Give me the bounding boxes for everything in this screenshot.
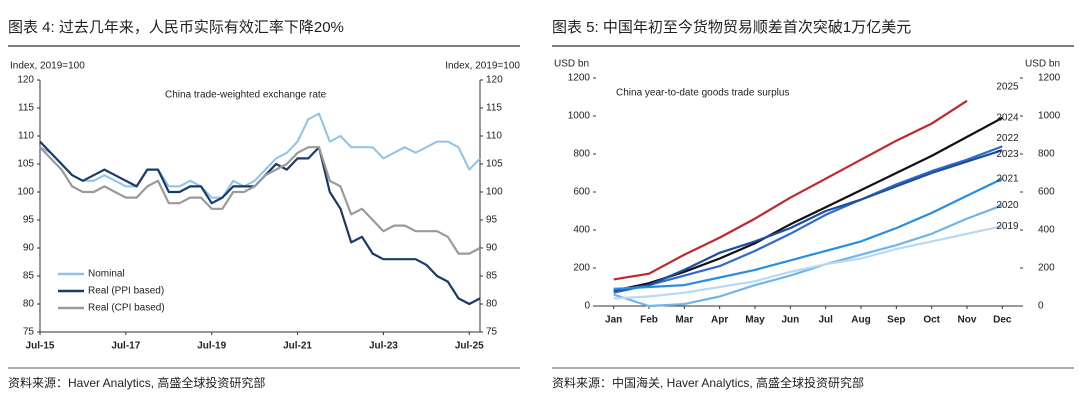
y-axis-label: Index, 2019=100 [10, 61, 85, 72]
y2-tick-label: 95 [486, 215, 498, 226]
series-line [39, 146, 481, 255]
y2-tick-label: 0 [1038, 301, 1044, 312]
series-line [613, 204, 1003, 308]
x-tick-label: Apr [711, 315, 728, 326]
x-tick-label: Aug [851, 315, 870, 326]
y2-axis-label: Index, 2019=100 [445, 61, 520, 72]
y2-tick-label: 200 [1038, 263, 1055, 274]
y2-tick-label: 1200 [1038, 73, 1061, 84]
series-line [613, 149, 1003, 292]
y2-tick-label: 1000 [1038, 111, 1061, 122]
series-label: 2020 [996, 200, 1019, 211]
series-line [613, 145, 1003, 294]
y-tick-label: 200 [573, 263, 590, 274]
series-label: 2019 [996, 221, 1019, 232]
chart-title: 图表 5: 中国年初至今货物贸易顺差首次突破1万亿美元 [552, 19, 911, 36]
y2-tick-label: 80 [486, 299, 498, 310]
series-label: 2022 [996, 133, 1019, 144]
y-tick-label: 120 [17, 75, 34, 86]
series-label: 2023 [996, 149, 1019, 160]
x-tick-label: Feb [640, 315, 658, 326]
y-tick-label: 80 [23, 299, 35, 310]
x-tick-label: Jul [818, 315, 833, 326]
x-tick-label: Jul-15 [26, 341, 55, 352]
legend-label: Real (PPI based) [88, 286, 164, 297]
series-label: 2024 [996, 113, 1019, 124]
y2-tick-label: 100 [486, 187, 503, 198]
x-tick-label: Jul-19 [197, 341, 226, 352]
y-tick-label: 90 [23, 243, 35, 254]
series-line [613, 99, 968, 281]
x-tick-label: Jul-25 [455, 341, 484, 352]
y-tick-label: 0 [584, 301, 590, 312]
y-axis-label: USD bn [554, 59, 589, 70]
y-tick-label: 100 [17, 187, 34, 198]
series-label: 2025 [996, 81, 1019, 92]
chart-title: 图表 4: 过去几年来，人民币实际有效汇率下降20% [8, 19, 344, 36]
y2-tick-label: 75 [486, 327, 498, 338]
x-tick-label: Nov [958, 315, 977, 326]
y-tick-label: 105 [17, 159, 34, 170]
y-tick-label: 85 [23, 271, 35, 282]
y-tick-label: 1000 [568, 111, 591, 122]
y-tick-label: 115 [18, 103, 34, 114]
series-label: 2021 [996, 173, 1019, 184]
y2-tick-label: 800 [1038, 149, 1055, 160]
y2-tick-label: 110 [486, 131, 502, 142]
y-tick-label: 75 [23, 327, 35, 338]
legend-label: Nominal [88, 269, 125, 280]
y2-axis-label: USD bn [1025, 59, 1060, 70]
x-tick-label: Jan [605, 315, 622, 326]
y2-tick-label: 115 [486, 103, 502, 114]
source: 资料来源：Haver Analytics, 高盛全球投资研究部 [8, 375, 265, 390]
y2-tick-label: 400 [1038, 225, 1055, 236]
y-tick-label: 400 [573, 225, 590, 236]
x-tick-label: Oct [923, 315, 940, 326]
y-tick-label: 110 [18, 131, 34, 142]
x-tick-label: Dec [993, 315, 1012, 326]
y2-tick-label: 90 [486, 243, 498, 254]
x-tick-label: Mar [675, 315, 693, 326]
series-line [613, 177, 1003, 290]
series-line [39, 112, 481, 199]
y2-tick-label: 600 [1038, 187, 1055, 198]
x-tick-label: Jul-21 [283, 341, 312, 352]
y-tick-label: 95 [23, 215, 35, 226]
annotation: China trade-weighted exchange rate [165, 90, 327, 101]
series-line [613, 225, 1003, 300]
legend-label: Real (CPI based) [88, 303, 165, 314]
x-tick-label: May [745, 315, 765, 326]
source: 资料来源：中国海关, Haver Analytics, 高盛全球投资研究部 [552, 375, 864, 390]
x-tick-label: Jul-17 [111, 341, 140, 352]
y2-tick-label: 85 [486, 271, 498, 282]
y-tick-label: 1200 [568, 73, 591, 84]
x-tick-label: Jul-23 [369, 341, 398, 352]
y-tick-label: 800 [573, 149, 590, 160]
y2-tick-label: 120 [486, 75, 503, 86]
x-tick-label: Sep [887, 315, 905, 326]
series-line [613, 116, 1003, 292]
y-tick-label: 600 [573, 187, 590, 198]
y2-tick-label: 105 [486, 159, 503, 170]
x-tick-label: Jun [781, 315, 799, 326]
annotation: China year-to-date goods trade surplus [616, 88, 789, 99]
